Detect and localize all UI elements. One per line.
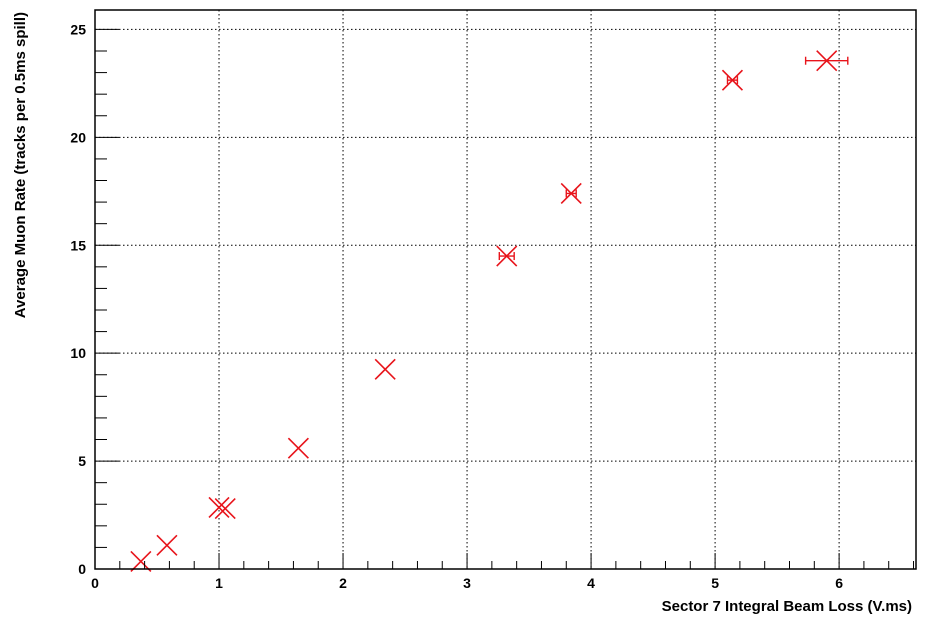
tick-labels: 0 1 2 3 4 5 6 0 5 10 15 20 25 bbox=[70, 21, 843, 591]
x-tick-label: 6 bbox=[835, 575, 843, 591]
grid-lines bbox=[95, 10, 916, 569]
data-point-marker bbox=[804, 50, 849, 72]
data-point-marker bbox=[374, 358, 396, 380]
data-point-marker bbox=[208, 496, 230, 519]
data-point-marker bbox=[214, 498, 236, 520]
marker-stroke bbox=[374, 358, 396, 380]
y-tick-label: 5 bbox=[78, 453, 86, 469]
data-point-marker bbox=[496, 245, 518, 267]
x-tick-label: 4 bbox=[587, 575, 595, 591]
marker-stroke bbox=[214, 498, 236, 520]
marker-stroke bbox=[287, 437, 309, 459]
data-point-marker bbox=[156, 534, 178, 556]
marker-stroke bbox=[208, 496, 230, 519]
data-point-marker bbox=[287, 437, 309, 459]
x-tick-label: 3 bbox=[463, 575, 471, 591]
marker-stroke bbox=[156, 534, 178, 556]
y-tick-label: 25 bbox=[70, 21, 86, 37]
x-tick-label: 1 bbox=[215, 575, 223, 591]
data-points bbox=[130, 50, 849, 573]
data-point-marker bbox=[721, 69, 744, 91]
x-tick-label: 5 bbox=[711, 575, 719, 591]
marker-stroke bbox=[130, 550, 152, 573]
x-tick-label: 2 bbox=[339, 575, 347, 591]
y-tick-label: 15 bbox=[70, 237, 86, 253]
x-tick-label: 0 bbox=[91, 575, 99, 591]
data-point-marker bbox=[130, 550, 152, 573]
plot-frame bbox=[94, 9, 917, 570]
y-tick-label: 20 bbox=[70, 129, 86, 145]
y-axis-title: Average Muon Rate (tracks per 0.5ms spil… bbox=[12, 12, 29, 318]
y-tick-label: 10 bbox=[70, 345, 86, 361]
x-axis-title: Sector 7 Integral Beam Loss (V.ms) bbox=[662, 598, 912, 615]
data-point-marker bbox=[560, 182, 582, 205]
axis-ticks bbox=[94, 28, 915, 570]
y-tick-label: 0 bbox=[78, 561, 86, 577]
